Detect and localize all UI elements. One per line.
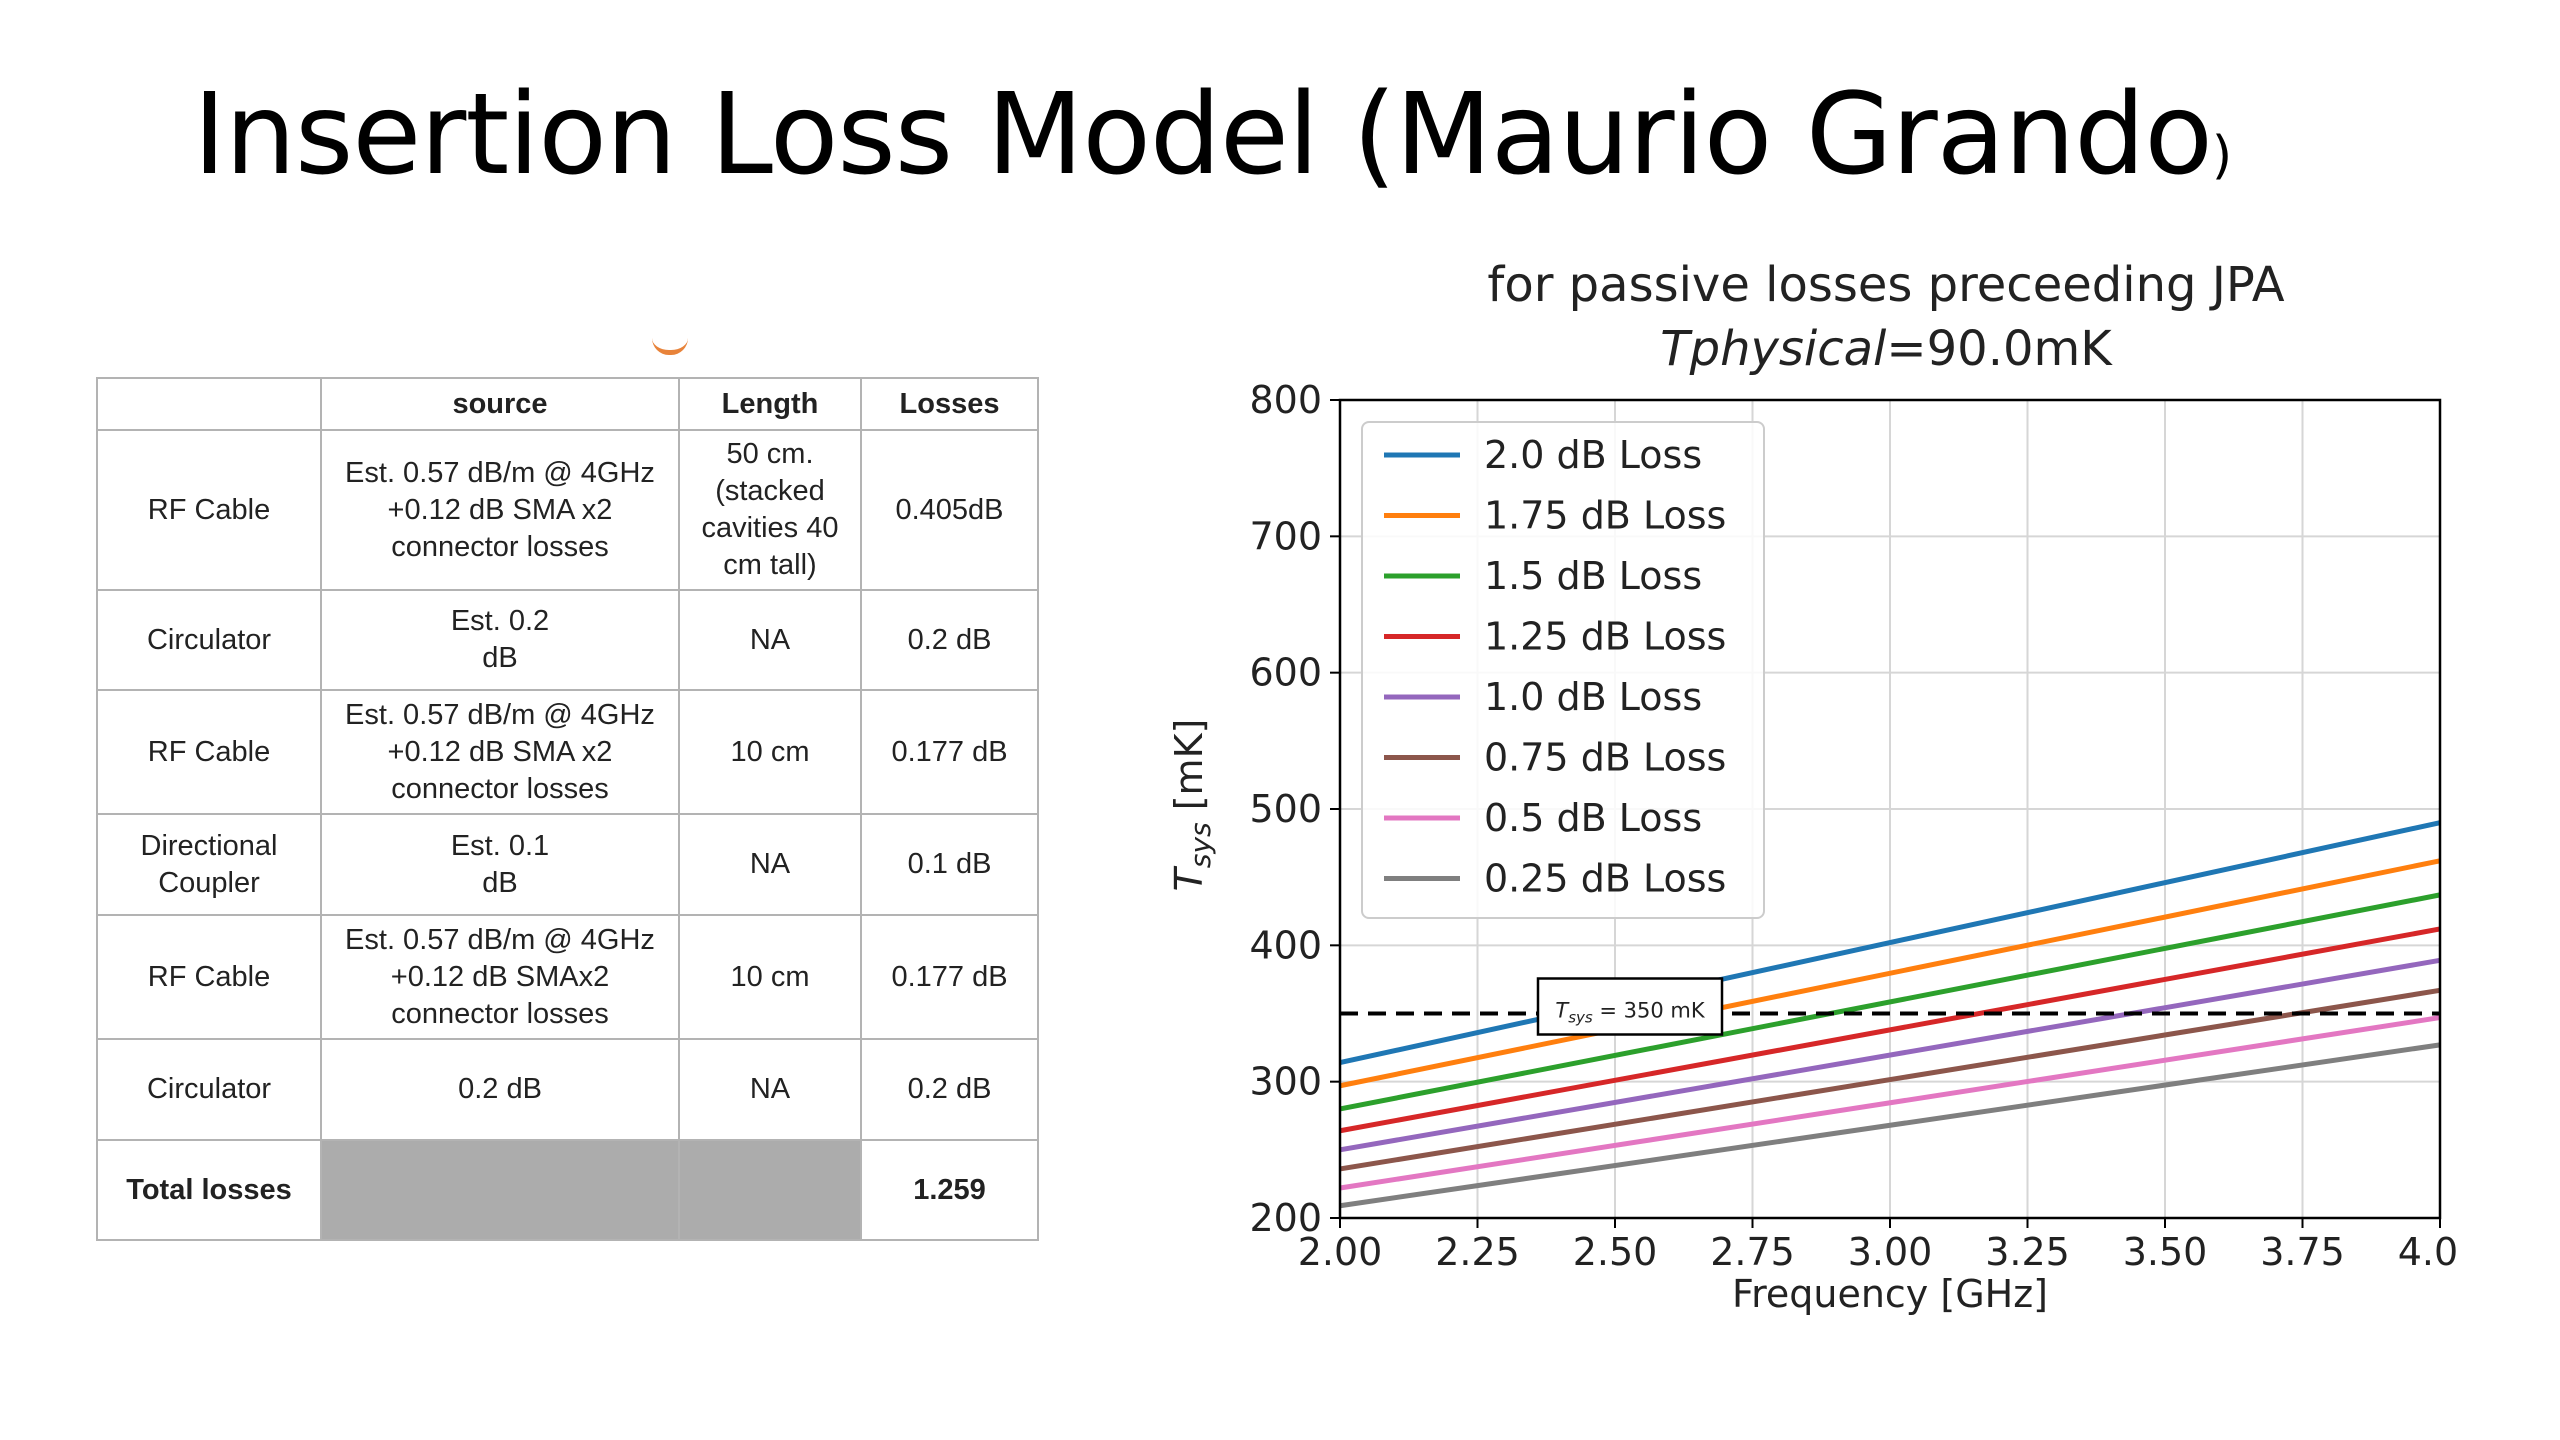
length-cell: NA (678, 1038, 862, 1141)
table-header-cell: Length (678, 377, 862, 431)
component-cell: Circulator (96, 589, 322, 691)
table-row: RF Cable Est. 0.57 dB/m @ 4GHz +0.12 dB … (96, 429, 1039, 591)
y-axis-label-sub: sys (1184, 822, 1217, 868)
y-tick-label: 200 (1249, 1196, 1322, 1240)
length-cell: 50 cm. (stacked cavities 40 cm tall) (678, 429, 862, 591)
x-tick-label: 4.00 (2398, 1230, 2460, 1274)
source-cell: 0.2 dB (320, 1038, 680, 1141)
chart-grid (1339, 399, 2441, 1219)
losses-cell: 0.177 dB (860, 914, 1039, 1040)
source-cell: Est. 0.1 dB (320, 813, 680, 916)
threshold-label: Tsys = 350 mK (1555, 999, 1706, 1027)
x-tick-label: 3.75 (2260, 1230, 2345, 1274)
chart-title-italic: Tphysical (1660, 321, 1887, 377)
table-row: RF Cable Est. 0.57 dB/m @ 4GHz +0.12 dB … (96, 689, 1039, 815)
y-tick-label: 500 (1249, 787, 1322, 831)
y-tick-label: 400 (1249, 923, 1322, 967)
chart-threshold: Tsys = 350 mK (1340, 977, 2440, 1036)
decorative-mark (652, 338, 688, 355)
losses-cell: 0.2 dB (860, 589, 1039, 691)
y-tick-label: 700 (1249, 514, 1322, 558)
source-cell: Est. 0.57 dB/m @ 4GHz +0.12 dB SMA x2 co… (320, 429, 680, 591)
series-line (1339, 987, 2441, 1172)
tsys-vs-frequency-chart: for passive losses preceeding JPA Tphysi… (1167, 257, 2460, 1316)
component-cell: RF Cable (96, 689, 322, 815)
x-tick-label: 2.50 (1573, 1230, 1658, 1274)
chart-legend: 2.0 dB Loss 1.75 dB Loss 1.5 dB Loss 1.25 d… (1361, 421, 1765, 919)
y-axis-label-unit: [mK] (1167, 719, 1211, 823)
y-tick-label: 600 (1249, 651, 1322, 695)
x-tick-label: 3.25 (1985, 1230, 2070, 1274)
source-cell: Est. 0.2 dB (320, 589, 680, 691)
chart-title-line2: Tphysical=90.0mK (1660, 321, 2113, 377)
table-header-cell: Losses (860, 377, 1039, 431)
series-line (1339, 1042, 2441, 1209)
losses-cell: 0.2 dB (860, 1038, 1039, 1141)
series-line (1339, 820, 2441, 1066)
legend-label: 1.0 dB Loss (1484, 675, 1702, 719)
slide-title-paren: ) (2211, 126, 2232, 186)
chart-series-lines (1339, 820, 2441, 1209)
source-cell: Est. 0.57 dB/m @ 4GHz +0.12 dB SMA x2 co… (320, 689, 680, 815)
series-line (1339, 926, 2441, 1134)
length-cell: NA (678, 813, 862, 916)
component-cell: Circulator (96, 1038, 322, 1141)
component-cell: Directional Coupler (96, 813, 322, 916)
y-axis-label: Tsys [mK] (1167, 719, 1217, 892)
slide-title: Insertion Loss Model (Maurio Grando) (193, 70, 2232, 200)
legend-box (1361, 421, 1765, 919)
chart-title-rest: =90.0mK (1886, 321, 2113, 377)
legend-label: 1.25 dB Loss (1484, 615, 1726, 659)
losses-cell: 0.177 dB (860, 689, 1039, 815)
y-tick-label: 800 (1249, 378, 1322, 422)
legend-label: 2.0 dB Loss (1484, 433, 1702, 477)
x-tick-label: 2.75 (1710, 1230, 1795, 1274)
component-cell: RF Cable (96, 914, 322, 1040)
table-row: Circulator 0.2 dB NA 0.2 dB (96, 1038, 1039, 1141)
legend-label: 1.5 dB Loss (1484, 554, 1702, 598)
x-tick-label: 2.25 (1435, 1230, 1520, 1274)
empty-shaded-cell (320, 1139, 680, 1241)
length-cell: NA (678, 589, 862, 691)
table-header-cell (96, 377, 322, 431)
x-tick-label: 2.00 (1298, 1230, 1383, 1274)
losses-cell: 0.1 dB (860, 813, 1039, 916)
table-row: Circulator Est. 0.2 dB NA 0.2 dB (96, 589, 1039, 691)
length-cell: 10 cm (678, 914, 862, 1040)
component-cell: RF Cable (96, 429, 322, 591)
series-line (1339, 858, 2441, 1089)
table-header-row: source Length Losses (96, 377, 1039, 431)
table-row: Directional Coupler Est. 0.1 dB NA 0.1 d… (96, 813, 1039, 916)
length-cell: 10 cm (678, 689, 862, 815)
chart-title-line1: for passive losses preceeding JPA (1487, 257, 2284, 313)
y-tick-label: 300 (1249, 1060, 1322, 1104)
source-cell: Est. 0.57 dB/m @ 4GHz +0.12 dB SMAx2 con… (320, 914, 680, 1040)
empty-shaded-cell (678, 1139, 862, 1241)
x-axis-label: Frequency [GHz] (1732, 1272, 2048, 1316)
series-line (1339, 892, 2441, 1112)
total-value-cell: 1.259 (860, 1139, 1039, 1241)
y-axis-label-main: T (1167, 865, 1211, 891)
insertion-loss-table: source Length Losses RF Cable Est. 0.57 … (96, 377, 1039, 1241)
legend-label: 0.5 dB Loss (1484, 796, 1702, 840)
series-line (1339, 1015, 2441, 1191)
series-line (1339, 957, 2441, 1153)
legend-label: 0.75 dB Loss (1484, 736, 1726, 780)
table-row: RF Cable Est. 0.57 dB/m @ 4GHz +0.12 dB … (96, 914, 1039, 1040)
slide-title-text: Insertion Loss Model (Maurio Grando (193, 70, 2213, 200)
threshold-label-box (1536, 977, 1724, 1036)
x-tick-label: 3.00 (1848, 1230, 1933, 1274)
total-label-cell: Total losses (96, 1139, 322, 1241)
legend-label: 1.75 dB Loss (1484, 494, 1726, 538)
losses-cell: 0.405dB (860, 429, 1039, 591)
x-tick-label: 3.50 (2123, 1230, 2208, 1274)
chart-ticks: 2.00 2.25 2.50 2.75 3.00 3.25 3.50 3.75 4.00 200 3… (1249, 378, 2460, 1274)
table-header-cell: source (320, 377, 680, 431)
table-total-row: Total losses 1.259 (96, 1139, 1039, 1241)
legend-label: 0.25 dB Loss (1484, 857, 1726, 901)
